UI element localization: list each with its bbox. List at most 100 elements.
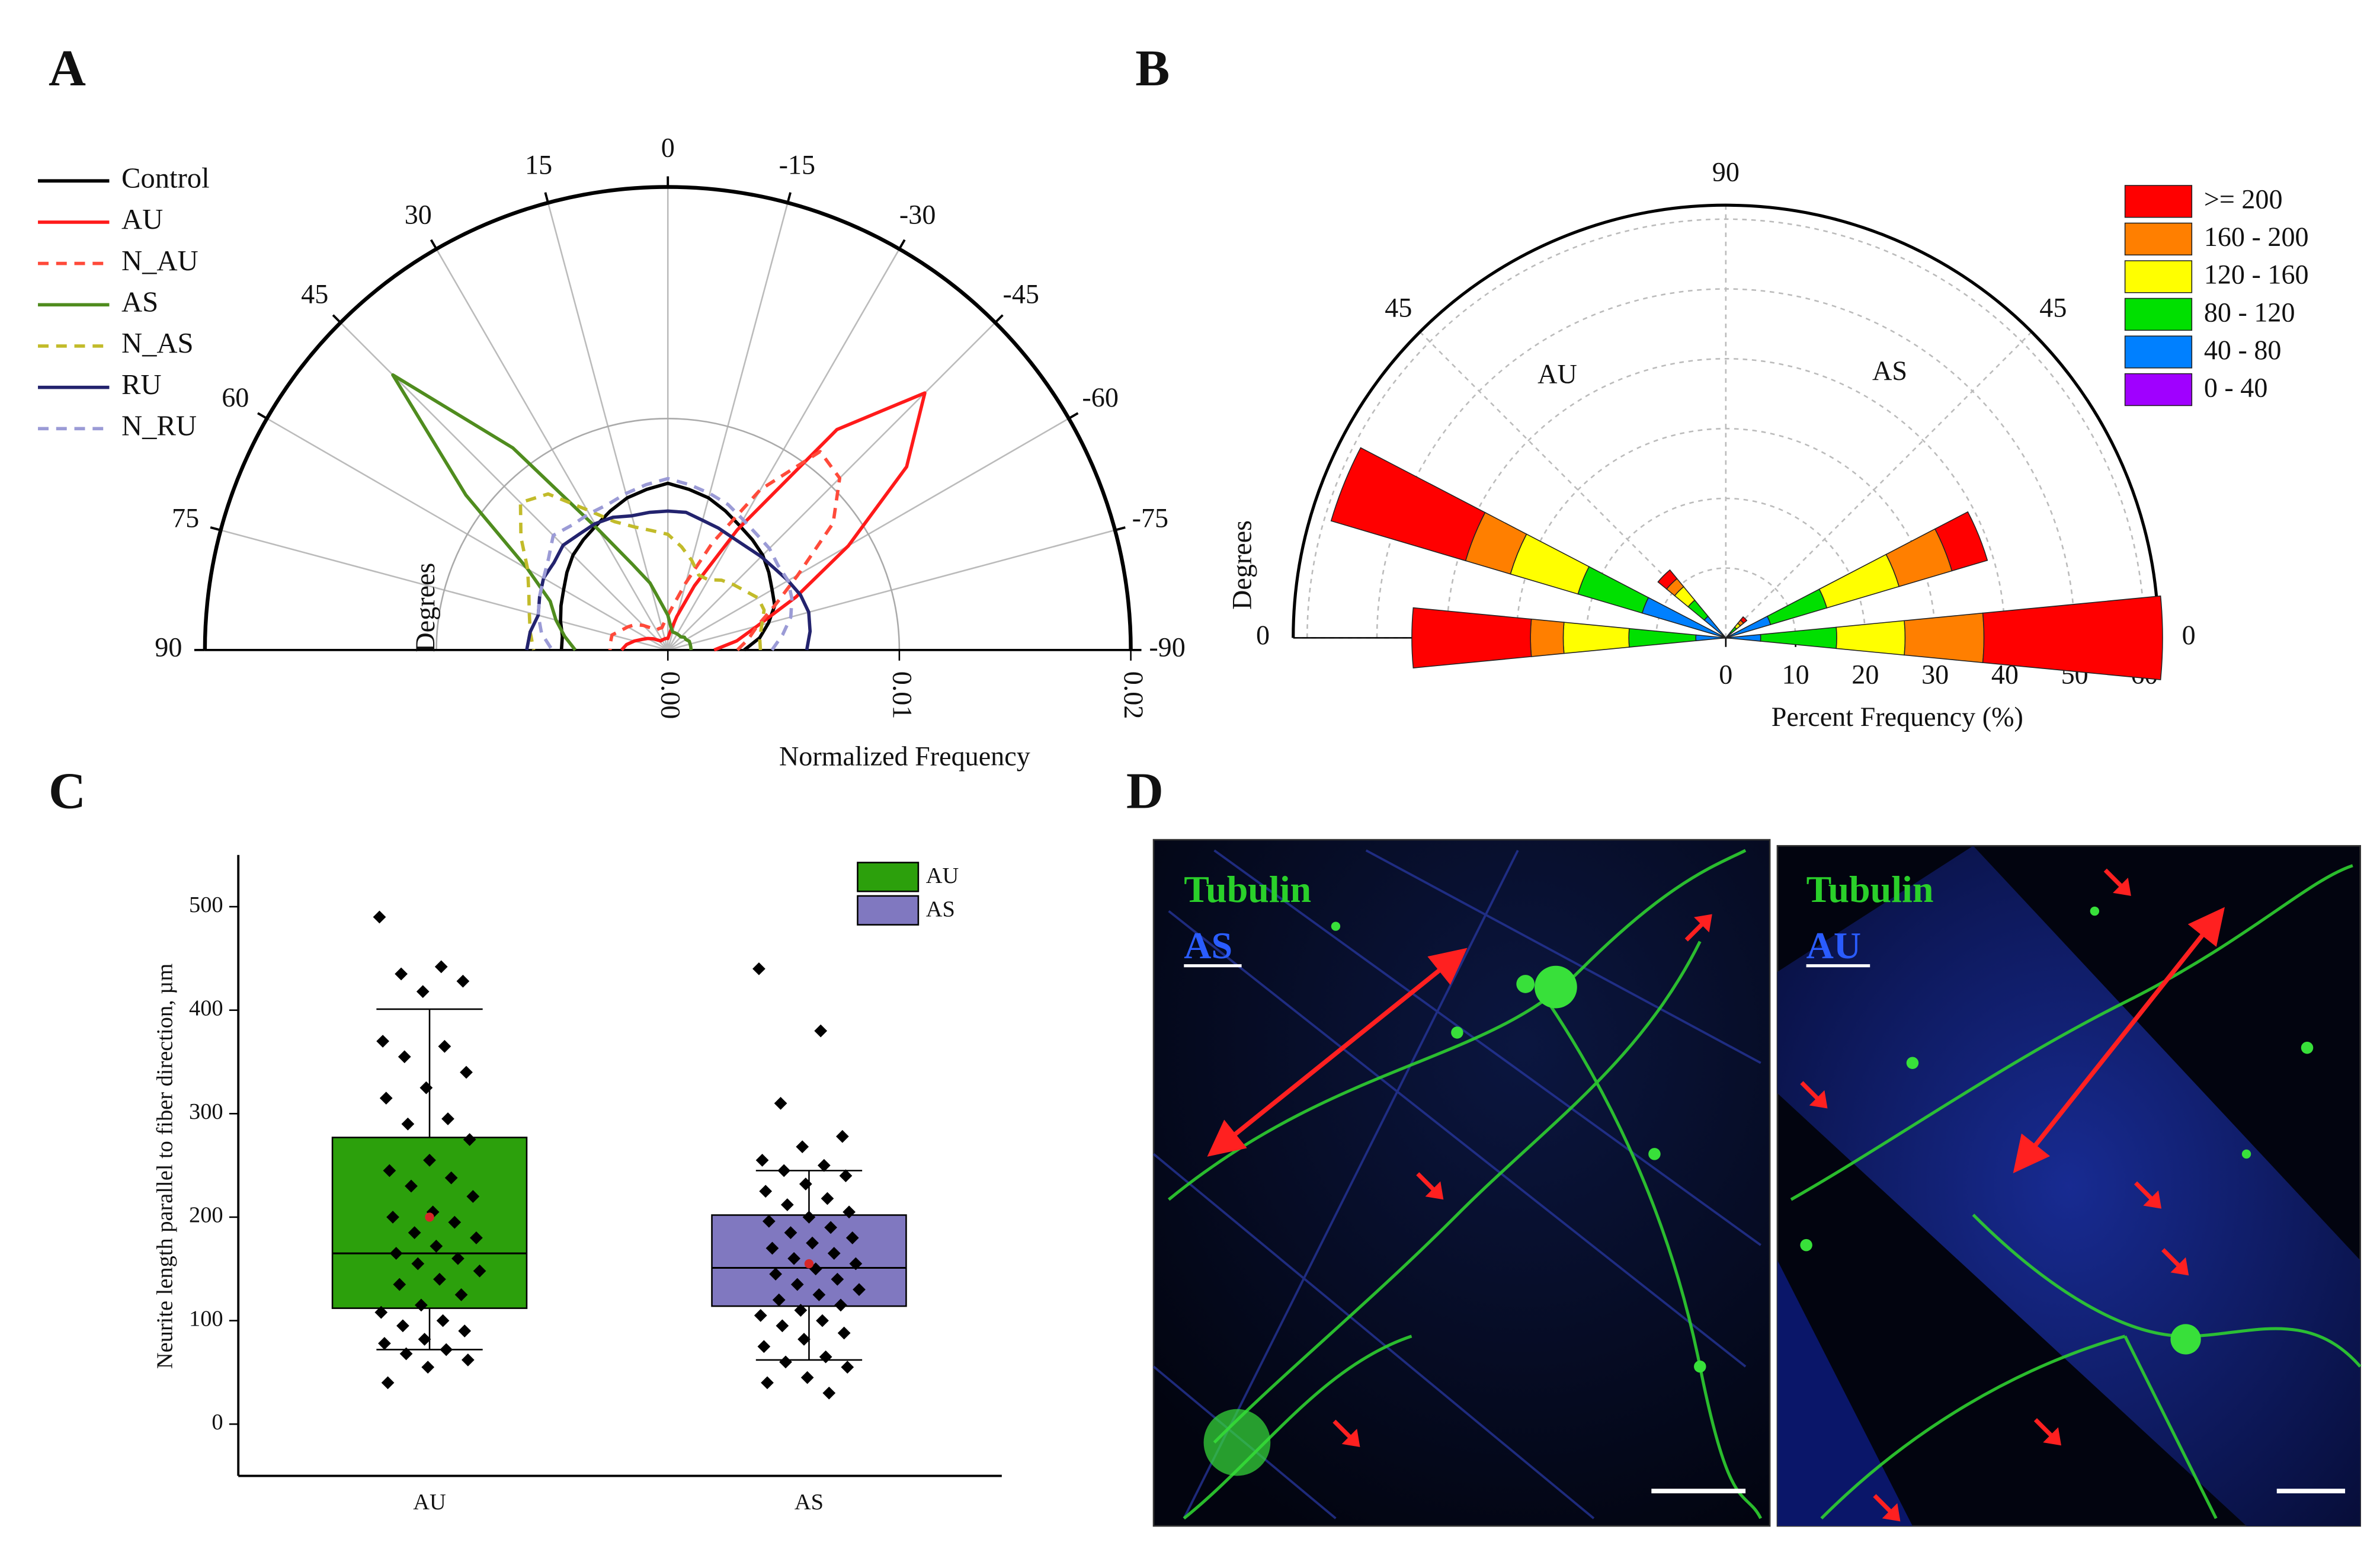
legend-label: 160 - 200 [2204,222,2309,252]
legend-label: 120 - 160 [2204,260,2309,290]
data-point [821,1192,834,1205]
angle-tick-label: 0 [2182,620,2196,650]
orientation-arrow [1207,948,1468,1157]
data-point [421,1361,435,1374]
data-point [797,1333,811,1346]
radial-tick-label: 10 [1782,660,1809,690]
axis-title: Normalized Frequency [779,741,1030,772]
data-point [458,1324,472,1337]
micrograph-right: Tubulin AU [1776,845,2362,1527]
rose-segment [1740,616,1748,624]
mean-marker [425,1212,434,1222]
data-point [762,1215,776,1228]
legend-label: Control [121,162,210,194]
data-point [378,1337,391,1350]
panel-letter: B [1135,39,1170,97]
rose-segment [1577,566,1649,614]
angle-tick-label: 0 [1256,620,1270,650]
data-point [843,1205,856,1219]
legend-label: 40 - 80 [2204,335,2282,365]
panel-letter: D [1126,761,1164,819]
data-point [799,1177,812,1191]
data-point [379,1092,393,1105]
data-point [757,1340,771,1353]
series-line [559,481,777,652]
data-point [849,1257,863,1271]
legend-label: N_AU [121,245,198,277]
rose-segment [1562,622,1630,654]
data-point [769,1268,782,1281]
orientation-arrow [2013,907,2225,1173]
angle-tick-label: -15 [779,149,815,180]
legend-swatch [2124,297,2193,331]
data-point [461,1353,475,1367]
panel-letter: A [49,39,86,97]
pointer-arrows [1800,868,2189,1522]
legend-label: N_AS [121,327,194,359]
stain-label: Tubulin [1806,868,1934,910]
radial-tick-label: 0.00 [656,671,686,719]
angle-tick-label: 90 [155,632,182,662]
legend-label: N_RU [121,410,197,442]
rose-segment [1628,628,1697,648]
data-point [405,1179,418,1193]
data-point [853,1283,866,1297]
legend-swatch [857,895,920,926]
y-tick-label: 300 [189,1099,223,1124]
rose-segment [1836,620,1906,656]
radial-tick-label: 0.01 [887,671,917,719]
data-point [434,960,448,974]
data-point [800,1371,814,1384]
legend-swatch [2124,373,2193,407]
data-point [451,1252,465,1265]
outer-arc [1292,203,2160,638]
data-point [777,1164,791,1177]
data-point [780,1198,794,1211]
rose-segment [1330,447,1486,562]
angle-tick-label: -90 [1149,632,1185,662]
annotation: AS [1872,356,1907,386]
data-point [395,967,408,981]
data-point [761,1376,774,1390]
data-point [806,1236,819,1250]
legend-swatch [2124,335,2193,369]
rose-segment [1766,588,1828,625]
pointer-arrows [1332,914,1712,1447]
data-point [376,1035,389,1048]
angle-tick-label: 45 [1385,292,1412,322]
angle-tick-label: 60 [222,382,249,412]
rose-segment [1982,595,2163,680]
legend-swatch [2124,185,2193,218]
angle-tick-label: 45 [2039,292,2067,322]
data-point [802,1211,816,1224]
x-tick-label: AS [795,1490,824,1515]
data-point [837,1326,851,1340]
legend-swatch [2124,222,2193,256]
data-point [755,1154,769,1167]
data-point [470,1231,483,1244]
angle-tick-label: 0 [661,133,675,163]
data-point [473,1264,486,1278]
radial-tick-label: 30 [1921,660,1949,690]
legend-swatch [2124,260,2193,293]
data-point [408,1226,421,1239]
data-point [436,1314,450,1327]
axis-title: Percent Frequency (%) [1772,702,2023,732]
data-point [374,1305,388,1319]
data-point [835,1129,849,1143]
data-point [834,1298,847,1312]
data-point [841,1361,854,1374]
legend-label: 0 - 40 [2204,372,2268,402]
data-point [824,1221,837,1234]
legend-label: >= 200 [2204,184,2283,215]
fiber-label: AU [1806,924,1861,967]
y-tick-label: 400 [189,996,223,1020]
data-point [456,974,470,988]
data-point [438,1039,451,1053]
rose-segment [1657,569,1678,590]
annotation: AU [1537,359,1577,389]
data-point [814,1024,828,1038]
angle-tick-label: 75 [172,503,199,533]
